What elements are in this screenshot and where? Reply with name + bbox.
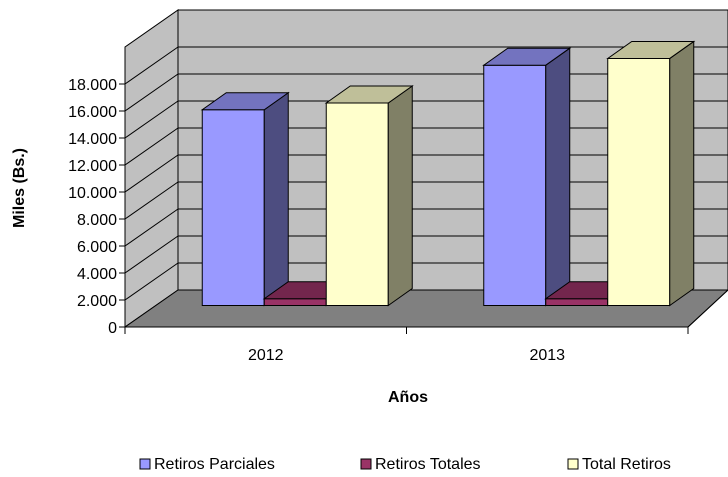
legend-label: Total Retiros — [582, 456, 671, 473]
chart-side-wall — [124, 9, 179, 328]
legend: Retiros Parciales Retiros Totales Total Re… — [139, 456, 671, 473]
y-tick-label: 10.000 — [68, 185, 117, 202]
bar-retiros-parciales-2013 — [482, 47, 572, 307]
gridline-side — [124, 46, 179, 85]
floor-right-edge — [687, 289, 728, 328]
y-axis-ticks: 0 2.000 4.000 6.000 8.000 10.000 12.000 14.000 1… — [68, 77, 125, 337]
bar-total-retiros-2013 — [606, 40, 696, 307]
x-tick-label: 2012 — [248, 347, 284, 364]
bar-total-retiros-2012 — [324, 85, 414, 307]
y-tick-label: 0 — [108, 320, 117, 337]
bar-retiros-parciales-2012 — [200, 91, 290, 307]
y-tick-label: 2.000 — [77, 293, 117, 310]
y-tick-label: 18.000 — [68, 77, 117, 94]
gridline-side — [124, 208, 179, 247]
y-tick-label: 12.000 — [68, 158, 117, 175]
legend-swatch — [139, 458, 151, 470]
gridline-side — [124, 73, 179, 112]
y-tick-label: 8.000 — [77, 212, 117, 229]
gridline-side — [124, 154, 179, 193]
y-tick-label: 4.000 — [77, 266, 117, 283]
x-axis-ticks: 2012 2013 — [124, 327, 689, 364]
gridline-side — [124, 100, 179, 139]
bars — [200, 40, 696, 307]
y-tick-label: 16.000 — [68, 104, 117, 121]
x-axis-title: Años — [388, 389, 428, 406]
legend-swatch — [567, 458, 579, 470]
legend-label: Retiros Totales — [375, 456, 481, 473]
legend-label: Retiros Parciales — [154, 456, 275, 473]
gridline-side — [124, 127, 179, 166]
x-tick-label: 2013 — [529, 347, 565, 364]
y-axis-title: Miles (Bs.) — [11, 148, 28, 228]
gridline-side — [124, 262, 179, 301]
y-tick-label: 14.000 — [68, 131, 117, 148]
legend-item: Retiros Parciales — [139, 456, 275, 473]
legend-item: Total Retiros — [567, 456, 671, 473]
legend-swatch — [360, 458, 372, 470]
gridline-side — [124, 181, 179, 220]
legend-item: Retiros Totales — [360, 456, 481, 473]
gridline-side — [124, 235, 179, 274]
y-tick-label: 6.000 — [77, 239, 117, 256]
